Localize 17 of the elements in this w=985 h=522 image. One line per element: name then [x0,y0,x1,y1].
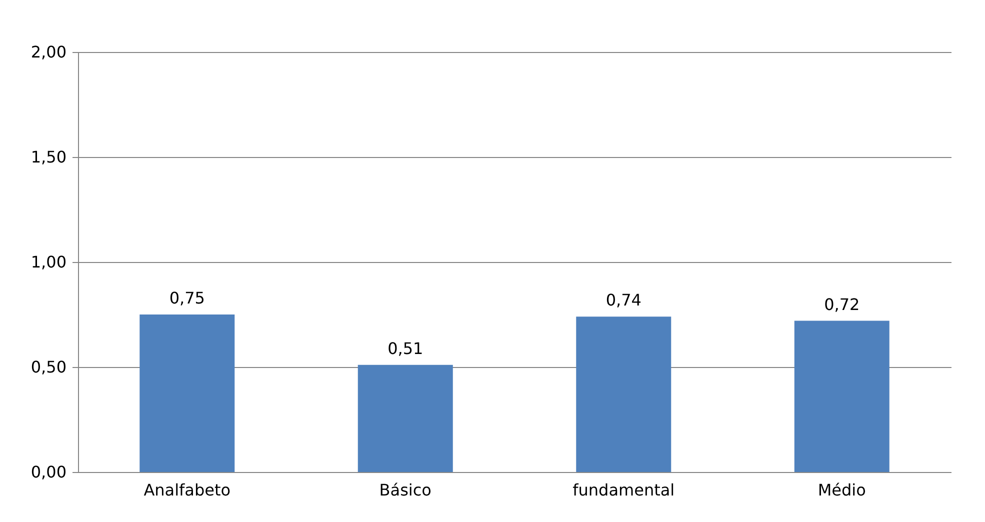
data-label: 0,72 [824,294,860,314]
x-tick-label: Básico [379,480,432,500]
data-label: 0,75 [169,288,205,308]
x-tick-label: Analfabeto [144,480,231,500]
y-tick-label: 0,50 [30,358,66,376]
x-tick-label: Médio [818,480,866,500]
data-label: 0,74 [606,290,642,310]
y-tick-label: 2,00 [30,42,66,62]
data-label: 0,51 [388,338,424,358]
y-tick-label: 0,00 [30,462,66,482]
y-tick-label: 1,00 [30,252,66,272]
bar [358,364,453,472]
y-tick-label: 1,50 [30,148,66,166]
bar [794,320,890,472]
x-tick-label: fundamental [572,480,675,500]
bar [140,314,235,472]
bar [576,316,672,472]
